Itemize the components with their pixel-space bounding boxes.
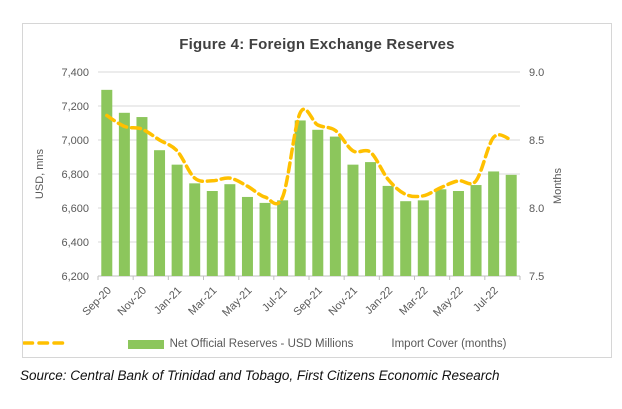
svg-text:Jan-22: Jan-22	[363, 285, 395, 317]
legend-label-import-cover: Import Cover (months)	[391, 338, 507, 350]
legend-item-import-cover: Import Cover (months)	[23, 338, 507, 350]
chart-plot-svg: 7,400 7,200 7,000 6,800 6,600 6,400 6,200 9.0 8.…	[34, 67, 564, 319]
bar-Jun-22	[470, 185, 482, 276]
svg-text:7,000: 7,000	[61, 135, 89, 147]
bar-Apr-21	[224, 184, 236, 276]
svg-text:6,600: 6,600	[61, 203, 89, 215]
bar-Dec-20	[154, 150, 166, 276]
reserves-bars	[101, 89, 517, 276]
bar-Nov-21	[347, 164, 359, 276]
bar-Nov-20	[136, 117, 148, 276]
svg-text:8.5: 8.5	[529, 135, 544, 147]
bar-Aug-22	[505, 174, 517, 276]
svg-text:Jul-21: Jul-21	[260, 285, 290, 315]
bar-Jun-21	[259, 202, 271, 276]
svg-text:6,800: 6,800	[61, 169, 89, 181]
import-cover-line	[105, 107, 513, 206]
bar-Mar-22	[417, 200, 429, 276]
svg-text:May-21: May-21	[220, 285, 254, 319]
source-note: Source: Central Bank of Trinidad and Tob…	[20, 368, 500, 383]
bar-Oct-21	[329, 136, 341, 276]
bar-Apr-22	[435, 189, 447, 276]
svg-text:May-22: May-22	[431, 285, 465, 319]
bar-Jan-21	[171, 164, 183, 276]
bar-May-22	[452, 191, 464, 276]
svg-text:Sep-20: Sep-20	[80, 285, 114, 319]
svg-text:Jan-21: Jan-21	[152, 285, 184, 317]
legend-item-reserves: Net Official Reserves - USD Millions	[127, 338, 354, 350]
svg-text:7,200: 7,200	[61, 101, 89, 113]
reserves-swatch-icon	[127, 339, 164, 349]
svg-text:6,200: 6,200	[61, 271, 89, 283]
import-cover-swatch-icon	[23, 341, 65, 345]
bar-Dec-21	[365, 162, 377, 276]
svg-text:7.5: 7.5	[529, 271, 544, 283]
svg-text:9.0: 9.0	[529, 67, 544, 79]
bar-Jan-22	[382, 185, 394, 276]
right-axis-title: Months	[552, 167, 564, 204]
svg-text:Sep-21: Sep-21	[291, 285, 325, 319]
legend-label-reserves: Net Official Reserves - USD Millions	[169, 338, 354, 350]
bar-Mar-21	[206, 191, 218, 276]
svg-text:8.0: 8.0	[529, 203, 544, 215]
bar-May-21	[241, 196, 253, 276]
bar-Jul-21	[277, 200, 289, 276]
svg-text:Jul-22: Jul-22	[471, 285, 501, 315]
bar-Aug-21	[294, 120, 306, 276]
bar-Sep-20	[101, 89, 113, 276]
bar-Sep-21	[312, 129, 324, 276]
bar-Jul-22	[488, 171, 500, 276]
svg-text:7,400: 7,400	[61, 67, 89, 79]
chart-container: 7,400 7,200 7,000 6,800 6,600 6,400 6,200 9.0 8.…	[22, 23, 612, 358]
svg-text:6,400: 6,400	[61, 237, 89, 249]
chart-legend: Net Official Reserves - USD Millions Imp…	[23, 338, 611, 350]
chart-title: Figure 4: Foreign Exchange Reserves	[179, 36, 455, 53]
bar-Feb-22	[400, 201, 412, 276]
svg-text:Mar-22: Mar-22	[397, 285, 430, 318]
left-axis-title: USD, mns	[34, 148, 46, 199]
bar-Feb-21	[189, 183, 201, 276]
x-axis-labels: Sep-20 Nov-20 Jan-21 Mar-21 May-21 Jul-21 Sep-…	[80, 285, 500, 319]
left-axis-labels: 7,400 7,200 7,000 6,800 6,600 6,400 6,200	[61, 67, 89, 283]
x-axis-ticks	[97, 276, 521, 280]
svg-text:Nov-20: Nov-20	[116, 285, 150, 319]
svg-text:Mar-21: Mar-21	[186, 285, 219, 318]
right-axis-labels: 9.0 8.5 8.0 7.5	[529, 67, 544, 283]
bar-Oct-20	[118, 112, 130, 276]
svg-text:Nov-21: Nov-21	[327, 285, 361, 319]
axis-titles: USD, mns Months	[34, 148, 564, 204]
